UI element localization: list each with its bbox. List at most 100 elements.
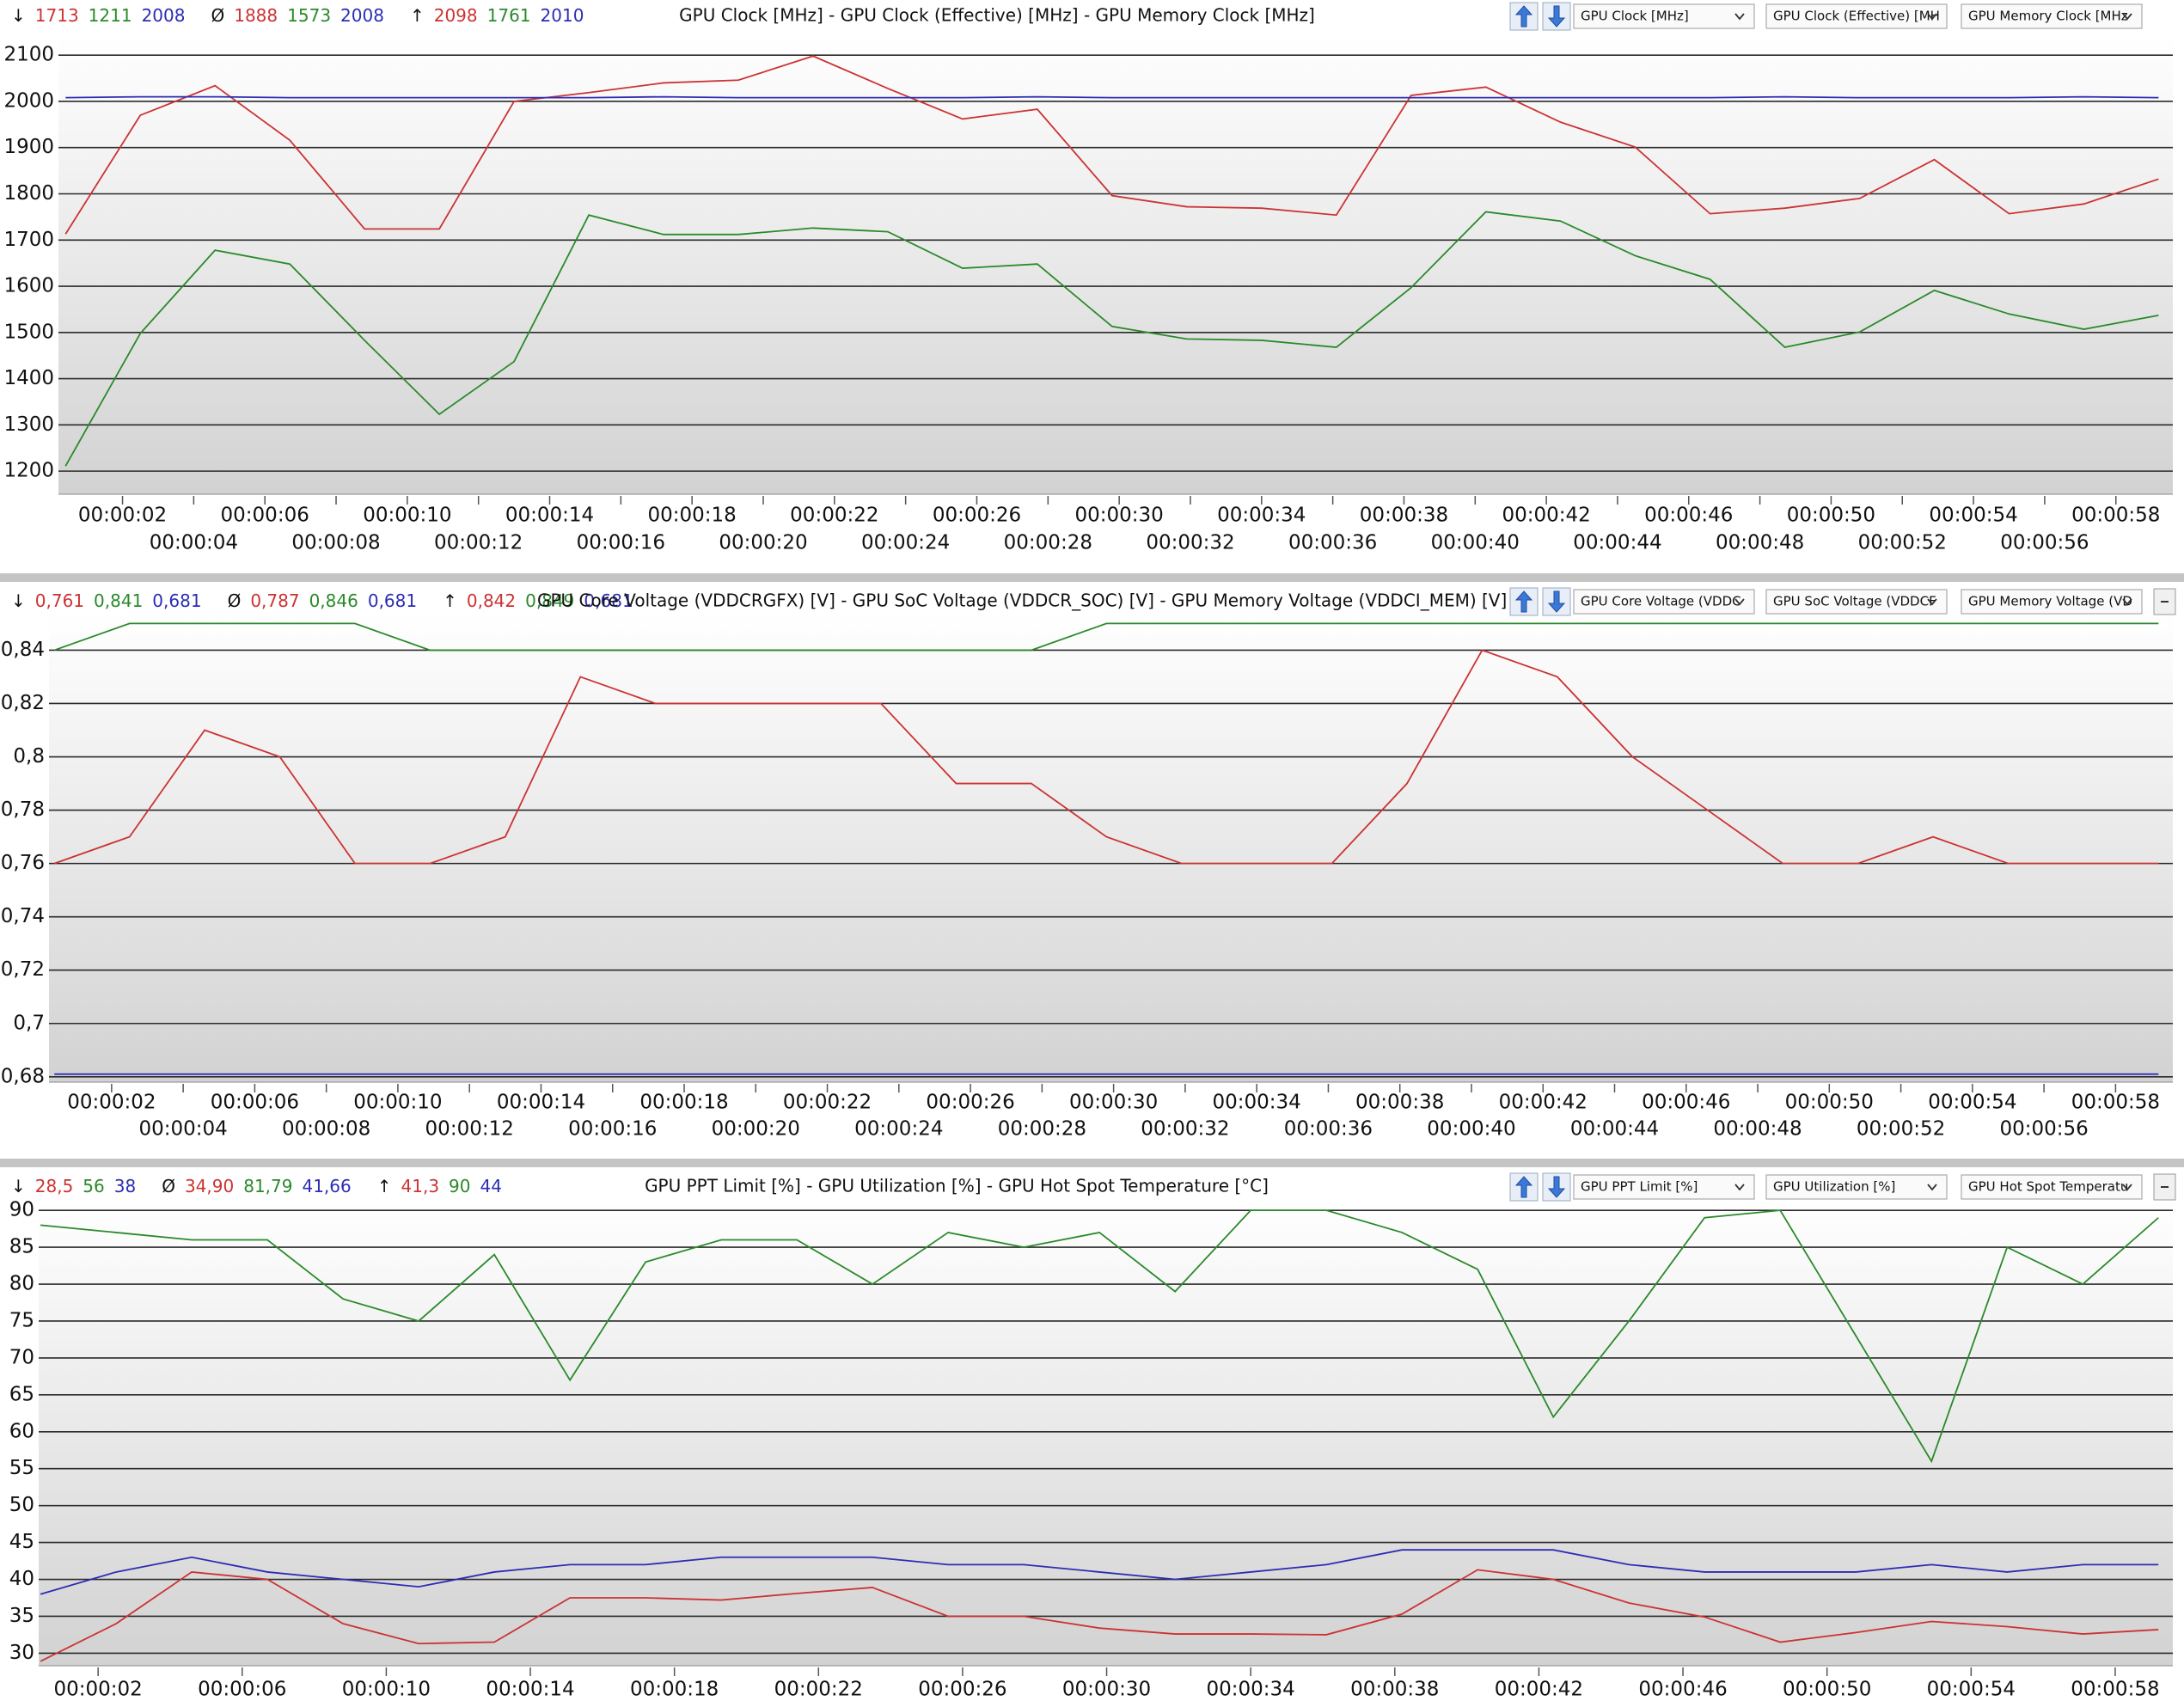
- series-line: [64, 211, 2159, 467]
- x-tick-label: 00:00:32: [1146, 532, 1234, 554]
- series-dropdown[interactable]: [1961, 589, 2143, 615]
- x-tick-label: 00:00:14: [486, 1679, 574, 1701]
- y-tick-label: 35: [9, 1605, 34, 1627]
- stat-value: 1888: [234, 5, 278, 26]
- dropdown-chevron: [2122, 1184, 2132, 1191]
- x-tick-label: 00:00:18: [648, 505, 737, 527]
- x-tick-label: 00:00:34: [1213, 1092, 1301, 1114]
- stat-value: 1573: [287, 5, 331, 26]
- series-dropdown[interactable]: [1765, 589, 1948, 615]
- x-tick-label: 00:00:26: [926, 1092, 1014, 1114]
- y-tick-label: 1300: [3, 413, 54, 436]
- y-tick-label: 90: [9, 1199, 34, 1221]
- x-tick-label: 00:00:22: [790, 505, 878, 527]
- series-dropdown[interactable]: [1961, 3, 2143, 29]
- y-tick-label: 1500: [3, 321, 54, 343]
- stat-symbol: ↑: [443, 590, 457, 611]
- stat-value: 0,681: [152, 590, 201, 611]
- x-tick-label: 00:00:10: [363, 505, 451, 527]
- stat-symbol: ↑: [410, 5, 425, 26]
- y-tick-label: 0,76: [1, 852, 45, 874]
- x-tick-label: 00:00:10: [353, 1092, 442, 1114]
- y-tick-label: 0,68: [1, 1065, 45, 1087]
- x-tick-label: 00:00:08: [282, 1118, 370, 1141]
- x-tick-label: 00:00:06: [221, 505, 309, 527]
- y-tick-label: 0,78: [1, 798, 45, 821]
- stat-value: 0,841: [94, 590, 143, 611]
- dropdown-chevron: [1734, 1184, 1745, 1191]
- stat-value: 0,787: [250, 590, 299, 611]
- x-tick-label: 00:00:28: [1004, 532, 1092, 554]
- y-tick-label: 0,7: [13, 1012, 45, 1034]
- arrow-icon: [1547, 590, 1566, 613]
- y-tick-label: 2000: [3, 89, 54, 112]
- x-tick-label: 00:00:44: [1570, 1118, 1659, 1141]
- x-tick-label: 00:00:08: [291, 532, 380, 554]
- panel-separator: [0, 1159, 2184, 1167]
- dropdown-label: GPU Clock [MHz]: [1581, 9, 1689, 24]
- x-tick-label: 00:00:58: [2071, 1092, 2160, 1114]
- series-dropdown[interactable]: [1573, 589, 1755, 615]
- y-tick-label: 85: [9, 1236, 34, 1258]
- stat-value: 44: [480, 1176, 502, 1196]
- stat-value: 1713: [35, 5, 79, 26]
- chart-title: GPU Core Voltage (VDDCRGFX) [V] - GPU So…: [537, 590, 1507, 611]
- stat-value: 0,846: [309, 590, 358, 611]
- x-tick-label: 00:00:42: [1502, 505, 1590, 527]
- series-dropdown[interactable]: [1765, 1174, 1948, 1200]
- arrow-icon: [1547, 5, 1566, 28]
- series-line: [64, 55, 2159, 235]
- series-dropdown[interactable]: [1573, 1174, 1755, 1200]
- x-tick-label: 00:00:56: [1999, 1118, 2088, 1141]
- panel-separator: [0, 573, 2184, 582]
- dropdown-label: GPU SoC Voltage (VDDCF: [1773, 594, 1936, 609]
- stat-value: 38: [114, 1176, 136, 1196]
- x-tick-label: 00:00:46: [1644, 505, 1733, 527]
- x-tick-label: 00:00:40: [1427, 1118, 1515, 1141]
- x-tick-label: 00:00:04: [150, 532, 238, 554]
- y-tick-label: 0,8: [13, 745, 45, 768]
- y-tick-label: 50: [9, 1494, 34, 1516]
- x-tick-label: 00:00:02: [78, 505, 167, 527]
- series-dropdown[interactable]: [1765, 3, 1948, 29]
- series-dropdown[interactable]: [1573, 3, 1755, 29]
- y-tick-label: 30: [9, 1642, 34, 1664]
- stat-value: 90: [449, 1176, 470, 1196]
- x-tick-label: 00:00:14: [497, 1092, 585, 1114]
- x-tick-label: 00:00:54: [1928, 1092, 2016, 1114]
- arrow-icon: [1547, 1176, 1566, 1198]
- x-tick-label: 00:00:42: [1499, 1092, 1588, 1114]
- y-tick-label: 80: [9, 1273, 34, 1295]
- x-tick-label: 00:00:24: [854, 1118, 943, 1141]
- x-tick-label: 00:00:20: [712, 1118, 800, 1141]
- stat-symbol: Ø: [211, 5, 224, 26]
- x-tick-label: 00:00:06: [211, 1092, 299, 1114]
- chart-title: GPU PPT Limit [%] - GPU Utilization [%] …: [645, 1176, 1269, 1196]
- stat-symbol: ↓: [11, 590, 26, 611]
- stat-symbol: Ø: [228, 590, 242, 611]
- series-line: [40, 1549, 2159, 1595]
- dropdown-chevron: [2122, 598, 2132, 606]
- series-dropdown[interactable]: [1961, 1174, 2143, 1200]
- x-tick-label: 00:00:58: [2071, 505, 2160, 527]
- y-tick-label: 1700: [3, 229, 54, 251]
- x-tick-label: 00:00:18: [639, 1092, 728, 1114]
- dropdown-label: GPU Memory Voltage (VD: [1968, 594, 2132, 609]
- x-tick-label: 00:00:16: [568, 1118, 657, 1141]
- x-tick-label: 00:00:26: [933, 505, 1021, 527]
- x-tick-label: 00:00:22: [783, 1092, 872, 1114]
- x-tick-label: 00:00:46: [1638, 1679, 1727, 1701]
- dropdown-label: GPU Hot Spot Temperatu: [1968, 1179, 2128, 1195]
- x-tick-label: 00:00:32: [1141, 1118, 1229, 1141]
- plot-area: [39, 1201, 2173, 1666]
- series-line: [53, 622, 2159, 652]
- series-line: [65, 95, 2159, 99]
- x-tick-label: 00:00:50: [1783, 1679, 1871, 1701]
- x-tick-label: 00:00:30: [1069, 1092, 1158, 1114]
- y-tick-label: 0,82: [1, 692, 45, 714]
- x-tick-label: 00:00:16: [577, 532, 665, 554]
- y-tick-label: 1200: [3, 460, 54, 482]
- stat-value: 41,3: [401, 1176, 440, 1196]
- stat-value: 0,849: [525, 590, 574, 611]
